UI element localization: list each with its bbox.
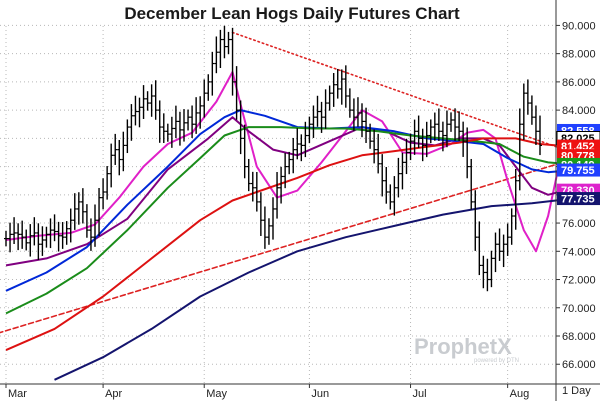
grid — [0, 24, 556, 384]
y-tick-label: 84.000 — [562, 105, 596, 117]
chart-title: December Lean Hogs Daily Futures Chart — [124, 4, 460, 23]
price-label-text: 79.755 — [561, 165, 595, 177]
x-tick-label: Apr — [105, 388, 122, 400]
moving-average-line — [5, 71, 574, 253]
watermark-sub: powered by DTN — [474, 358, 519, 364]
y-tick-label: 72.000 — [562, 275, 596, 287]
y-tick-label: 74.000 — [562, 246, 596, 258]
price-label-bg — [557, 192, 600, 206]
y-tick-label: 76.000 — [562, 218, 596, 230]
prophetx-watermark: ProphetX powered by DTN — [414, 334, 519, 364]
y-tick-label: 88.000 — [562, 49, 596, 61]
price-bars — [4, 25, 542, 292]
price-labels: 82.55882.02581.45280.77880.14979.75578.3… — [556, 123, 600, 206]
price-label-text: 77.735 — [561, 194, 595, 206]
y-tick-label: 70.000 — [562, 303, 596, 315]
y-tick-label: 66.000 — [562, 359, 596, 371]
trendlines — [0, 31, 574, 334]
trendline-dashed — [0, 158, 574, 334]
price-label: 77.735 — [557, 192, 600, 206]
y-tick-label: 86.000 — [562, 77, 596, 89]
x-tick-label: Aug — [510, 388, 530, 400]
x-tick-label: May — [206, 388, 227, 400]
trendline-dotted — [231, 31, 574, 154]
price-label: 79.755 — [557, 163, 600, 177]
y-tick-label: 68.000 — [562, 331, 596, 343]
moving-average-line — [54, 197, 573, 381]
x-tick-label: Jul — [413, 388, 427, 400]
x-tick-label: Mar — [8, 388, 27, 400]
x-tick-label: Jun — [311, 388, 329, 400]
price-label-bg — [557, 163, 600, 177]
y-tick-label: 90.000 — [562, 20, 596, 32]
period-label[interactable]: 1 Day — [562, 385, 591, 397]
watermark-brand: ProphetX — [414, 334, 512, 359]
